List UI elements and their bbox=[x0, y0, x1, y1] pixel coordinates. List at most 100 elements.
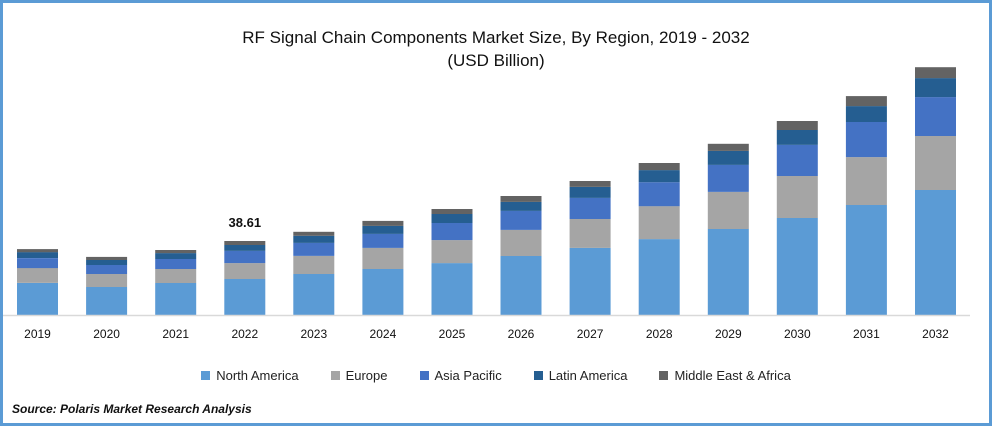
bar-segment-latin-america-2019 bbox=[17, 252, 58, 258]
legend-label: North America bbox=[216, 368, 299, 383]
bar-segment-europe-2029 bbox=[707, 192, 749, 229]
bar-segment-asia-pacific-2023 bbox=[293, 242, 335, 256]
legend-swatch bbox=[201, 371, 211, 380]
legend-item-latin-america: Latin America bbox=[533, 368, 628, 383]
x-tick-label: 2027 bbox=[577, 327, 604, 341]
bar-segment-middle-east-africa-2026 bbox=[500, 196, 542, 202]
bar-segment-north-america-2032 bbox=[915, 190, 956, 315]
bar-segment-latin-america-2022 bbox=[224, 245, 266, 251]
x-tick-label: 2021 bbox=[162, 327, 189, 341]
legend-label: Europe bbox=[345, 368, 388, 383]
bar-segment-asia-pacific-2032 bbox=[915, 97, 956, 136]
bar-segment-middle-east-africa-2021 bbox=[155, 250, 197, 254]
bar-segment-asia-pacific-2019 bbox=[17, 258, 58, 269]
bar-segment-asia-pacific-2021 bbox=[155, 259, 197, 269]
bar-segment-latin-america-2021 bbox=[155, 253, 197, 259]
bar-segment-latin-america-2028 bbox=[638, 170, 680, 183]
bar-segment-asia-pacific-2027 bbox=[569, 197, 611, 219]
bar-segment-middle-east-africa-2028 bbox=[638, 163, 680, 171]
bar-segment-asia-pacific-2028 bbox=[638, 182, 680, 207]
bar-segment-asia-pacific-2030 bbox=[776, 145, 818, 176]
chart-title: RF Signal Chain Components Market Size, … bbox=[242, 28, 750, 47]
x-tick-label: 2031 bbox=[853, 327, 880, 341]
x-tick-label: 2024 bbox=[370, 327, 397, 341]
legend-swatch bbox=[330, 371, 340, 380]
bar-segment-middle-east-africa-2029 bbox=[707, 143, 749, 151]
legend: North America Europe Asia Pacific Latin Ame… bbox=[0, 368, 992, 383]
bar-segment-north-america-2030 bbox=[776, 218, 818, 315]
x-tick-label: 2022 bbox=[231, 327, 258, 341]
legend-label: Asia Pacific bbox=[434, 368, 502, 383]
x-tick-label: 2029 bbox=[715, 327, 742, 341]
bar-segment-europe-2024 bbox=[362, 247, 404, 269]
x-tick-label: 2026 bbox=[508, 327, 535, 341]
bar-segment-north-america-2029 bbox=[707, 228, 749, 315]
bar-segment-middle-east-africa-2022 bbox=[224, 241, 266, 245]
bar-segment-europe-2019 bbox=[17, 268, 58, 283]
bar-segment-middle-east-africa-2031 bbox=[845, 96, 887, 107]
bar-segment-north-america-2022 bbox=[224, 279, 266, 315]
bar-segment-europe-2021 bbox=[155, 269, 197, 283]
x-tick-label: 2020 bbox=[93, 327, 120, 341]
data-labels-layer: 38.61 bbox=[229, 215, 262, 230]
legend-label: Middle East & Africa bbox=[674, 368, 791, 383]
bar-segment-north-america-2023 bbox=[293, 274, 335, 315]
bar-segment-europe-2028 bbox=[638, 206, 680, 240]
source-note: Source: Polaris Market Research Analysis bbox=[12, 402, 252, 416]
legend-item-middle-east-africa: Middle East & Africa bbox=[659, 368, 791, 383]
bar-segment-latin-america-2026 bbox=[500, 201, 542, 211]
legend-swatch bbox=[419, 371, 429, 380]
legend-swatch bbox=[533, 371, 543, 380]
bar-segment-middle-east-africa-2023 bbox=[293, 231, 335, 236]
bar-segment-europe-2032 bbox=[915, 136, 956, 190]
bar-segment-latin-america-2032 bbox=[915, 78, 956, 98]
bar-segment-latin-america-2023 bbox=[293, 235, 335, 243]
bar-segment-north-america-2026 bbox=[500, 256, 542, 315]
bar-segment-asia-pacific-2025 bbox=[431, 223, 473, 241]
bar-segment-latin-america-2030 bbox=[776, 130, 818, 145]
bar-segment-asia-pacific-2022 bbox=[224, 251, 266, 264]
bar-segment-asia-pacific-2024 bbox=[362, 233, 404, 248]
legend-swatch bbox=[659, 371, 669, 380]
x-tick-label: 2028 bbox=[646, 327, 673, 341]
legend-item-europe: Europe bbox=[330, 368, 388, 383]
bar-segment-europe-2026 bbox=[500, 229, 542, 256]
bar-segment-europe-2030 bbox=[776, 176, 818, 218]
bar-segment-latin-america-2020 bbox=[86, 260, 128, 265]
bar-segment-middle-east-africa-2027 bbox=[569, 181, 611, 187]
bar-segment-europe-2022 bbox=[224, 263, 266, 279]
bar-segment-asia-pacific-2029 bbox=[707, 164, 749, 192]
bar-segment-latin-america-2027 bbox=[569, 187, 611, 198]
bar-segment-middle-east-africa-2030 bbox=[776, 121, 818, 130]
x-tick-label: 2030 bbox=[784, 327, 811, 341]
bar-segment-europe-2025 bbox=[431, 240, 473, 264]
legend-label: Latin America bbox=[548, 368, 628, 383]
bar-segment-north-america-2019 bbox=[17, 283, 58, 315]
bar-segment-north-america-2020 bbox=[86, 287, 128, 315]
bar-segment-asia-pacific-2031 bbox=[845, 122, 887, 158]
bar-segment-asia-pacific-2020 bbox=[86, 265, 128, 274]
bar-segment-europe-2020 bbox=[86, 274, 128, 287]
bar-segment-europe-2031 bbox=[845, 157, 887, 205]
bar-segment-latin-america-2029 bbox=[707, 150, 749, 165]
bar-segment-asia-pacific-2026 bbox=[500, 210, 542, 230]
x-tick-label: 2019 bbox=[24, 327, 51, 341]
bar-segment-north-america-2021 bbox=[155, 283, 197, 315]
x-tick-label: 2023 bbox=[300, 327, 327, 341]
bar-segment-latin-america-2024 bbox=[362, 225, 404, 234]
bar-segment-middle-east-africa-2032 bbox=[915, 67, 956, 79]
legend-item-north-america: North America bbox=[201, 368, 299, 383]
legend-item-asia-pacific: Asia Pacific bbox=[419, 368, 502, 383]
chart-subtitle: (USD Billion) bbox=[447, 51, 545, 70]
bar-segment-middle-east-africa-2024 bbox=[362, 220, 404, 226]
bar-segment-latin-america-2025 bbox=[431, 214, 473, 223]
bar-segment-north-america-2028 bbox=[638, 239, 680, 315]
bar-segment-latin-america-2031 bbox=[845, 106, 887, 122]
bar-segment-north-america-2031 bbox=[845, 205, 887, 315]
x-tick-label: 2032 bbox=[922, 327, 949, 341]
bars-layer bbox=[17, 67, 956, 315]
x-ticks-layer: 2019 2020 2021 2022 2023 2024 2025 2026 2027 2028… bbox=[24, 327, 949, 341]
chart-plot: 2019 2020 2021 2022 2023 2024 2025 2026 2027 2028… bbox=[3, 67, 970, 341]
bar-segment-north-america-2025 bbox=[431, 263, 473, 315]
x-tick-label: 2025 bbox=[439, 327, 466, 341]
